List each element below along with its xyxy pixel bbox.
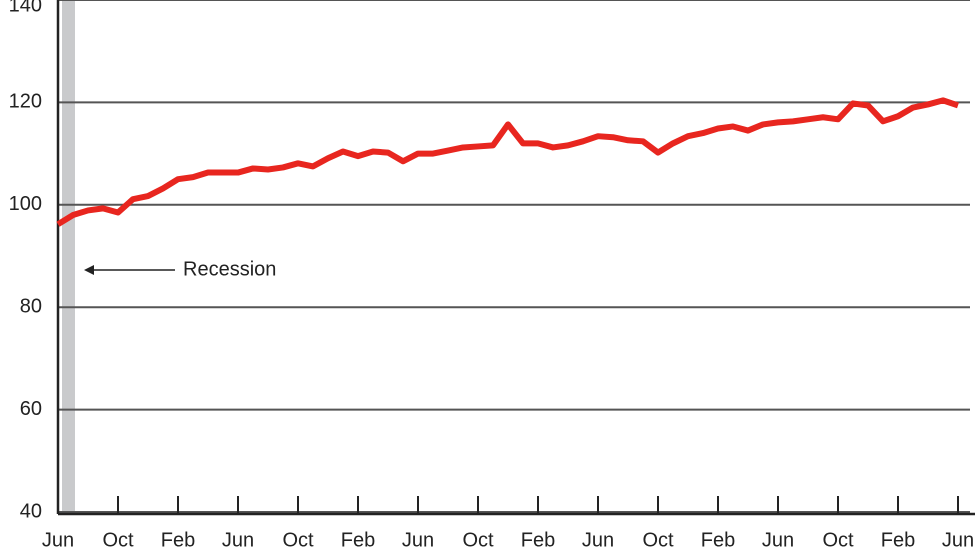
x-tick-label: Feb: [701, 529, 735, 551]
y-tick-label: 120: [9, 91, 42, 113]
x-tick-label: Oct: [642, 529, 674, 551]
y-tick-label: 60: [20, 398, 42, 420]
x-tick-label: Oct: [462, 529, 494, 551]
x-tick-label: Oct: [282, 529, 314, 551]
x-tick-label: Jun: [42, 529, 74, 551]
y-tick-label: 100: [9, 193, 42, 215]
x-tick-label: Jun: [942, 529, 974, 551]
x-tick-label: Jun: [222, 529, 254, 551]
x-tick-label: Feb: [161, 529, 195, 551]
x-tick-label: Feb: [341, 529, 375, 551]
arrow-head: [84, 265, 94, 275]
recession-band: [62, 0, 75, 514]
y-tick-label: 40: [20, 500, 42, 522]
x-tick-label: Jun: [582, 529, 614, 551]
annotation: Recession: [183, 258, 276, 280]
data-line: [56, 97, 959, 227]
y-tick-label: 80: [20, 295, 42, 317]
x-tick-label: Oct: [102, 529, 134, 551]
y-tick-label: 140: [9, 0, 42, 16]
x-tick-label: Feb: [521, 529, 555, 551]
x-tick-label: Oct: [822, 529, 854, 551]
x-tick-label: Feb: [881, 529, 915, 551]
x-tick-label: Jun: [402, 529, 434, 551]
x-tick-label: Jun: [762, 529, 794, 551]
